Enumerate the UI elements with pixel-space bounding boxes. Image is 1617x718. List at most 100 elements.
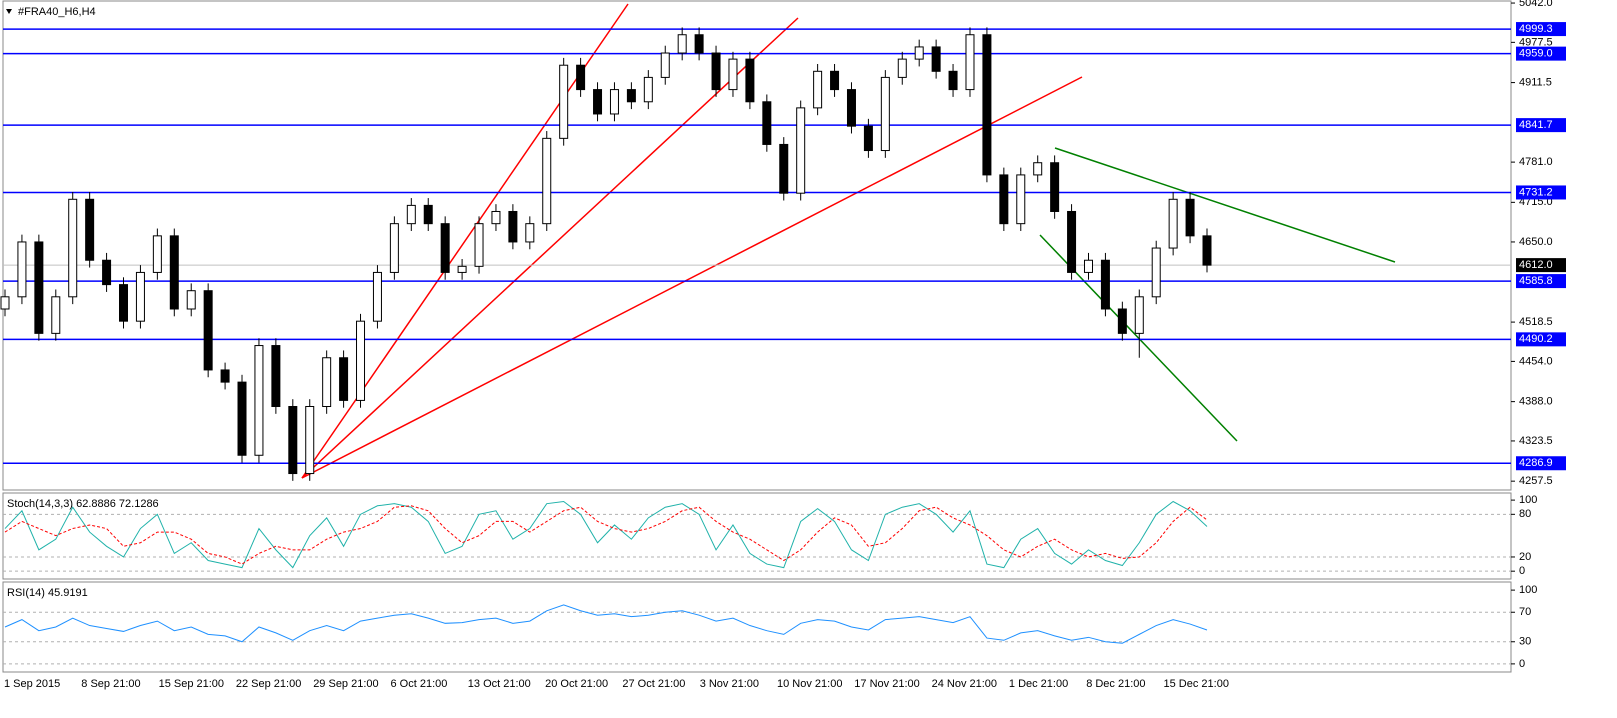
candle-body xyxy=(948,70,958,91)
x-tick-label: 8 Sep 21:00 xyxy=(81,678,140,690)
candle-body xyxy=(982,34,992,176)
level-box xyxy=(1516,456,1566,471)
x-tick-label: 6 Oct 21:00 xyxy=(391,678,448,690)
rsi-title: RSI(14) 45.9191 xyxy=(7,587,88,599)
candle-body xyxy=(779,143,789,194)
candle-body xyxy=(999,174,1009,225)
y-tick-label: 4911.5 xyxy=(1519,76,1552,88)
candle-body xyxy=(356,320,366,401)
y-tick-label: 4388.0 xyxy=(1519,396,1553,408)
candle-body xyxy=(643,76,653,103)
candle-body xyxy=(135,271,145,322)
candle-body xyxy=(119,284,129,322)
candle-body xyxy=(1033,162,1043,176)
candle-body xyxy=(1202,235,1212,266)
candle-body xyxy=(745,58,755,103)
candle-body xyxy=(0,296,10,310)
candle-body xyxy=(931,46,941,72)
candle-body xyxy=(34,241,44,334)
candle-body xyxy=(288,406,298,475)
candle-body xyxy=(169,235,179,310)
x-tick-label: 27 Oct 21:00 xyxy=(622,678,685,690)
candle-body xyxy=(1117,308,1127,334)
x-tick-label: 17 Nov 21:00 xyxy=(854,678,919,690)
level-box xyxy=(1516,22,1566,37)
candle-body xyxy=(339,357,349,401)
x-tick-label: 13 Oct 21:00 xyxy=(468,678,531,690)
candle-body xyxy=(762,101,772,145)
level-label: 4841.7 xyxy=(1519,119,1553,131)
y-tick-label: 4977.5 xyxy=(1519,36,1553,48)
level-label: 4286.9 xyxy=(1519,457,1553,469)
level-label: 4731.2 xyxy=(1519,186,1553,198)
x-tick-label: 1 Dec 21:00 xyxy=(1009,678,1068,690)
candle-body xyxy=(813,70,823,109)
candle-body xyxy=(1151,247,1161,298)
candle-body xyxy=(1100,259,1110,310)
candle-body xyxy=(254,345,264,456)
stoch-frame xyxy=(2,492,1512,580)
candle-body xyxy=(440,223,450,273)
candle-body xyxy=(880,76,890,152)
candle-body xyxy=(1134,296,1144,334)
rsi-frame xyxy=(2,581,1512,673)
candle-body xyxy=(609,89,619,115)
y-tick-label: 0 xyxy=(1519,565,1525,577)
current-price-box xyxy=(1516,258,1566,273)
candle-body xyxy=(186,290,196,310)
level-label: 4959.0 xyxy=(1519,48,1553,60)
candle-body xyxy=(542,137,552,225)
x-tick-label: 20 Oct 21:00 xyxy=(545,678,608,690)
trend-line xyxy=(301,76,1083,479)
candle-body xyxy=(17,241,27,298)
candle-body xyxy=(1083,259,1093,273)
candle-body xyxy=(796,107,806,194)
candle-body xyxy=(1016,174,1026,225)
candle-body xyxy=(863,125,873,152)
x-tick-label: 29 Sep 21:00 xyxy=(313,678,378,690)
candle-body xyxy=(1168,198,1178,249)
candle-body xyxy=(576,64,586,91)
y-tick-label: 70 xyxy=(1519,606,1531,618)
y-tick-label: 20 xyxy=(1519,551,1531,563)
candle-body xyxy=(220,369,230,383)
y-tick-label: 4454.0 xyxy=(1519,355,1553,367)
level-box xyxy=(1516,332,1566,347)
candle-body xyxy=(491,210,501,225)
stoch-title: Stoch(14,3,3) 62.8886 72.1286 xyxy=(7,498,159,510)
candle-body xyxy=(322,357,332,408)
candle-body xyxy=(423,204,433,225)
candle-body xyxy=(830,70,840,91)
candle-body xyxy=(389,223,399,273)
candle-body xyxy=(897,58,907,78)
candle-body xyxy=(593,89,603,115)
candle-body xyxy=(237,381,247,456)
candle-body xyxy=(372,271,382,322)
level-label: 4585.8 xyxy=(1519,275,1553,287)
candle-body xyxy=(1185,198,1195,237)
candle-body xyxy=(203,290,213,371)
level-label: 4999.3 xyxy=(1519,23,1553,35)
level-box xyxy=(1516,118,1566,133)
y-tick-label: 4518.5 xyxy=(1519,316,1553,328)
x-tick-label: 15 Sep 21:00 xyxy=(159,678,224,690)
current-price-label: 4612.0 xyxy=(1519,259,1553,271)
y-tick-label: 100 xyxy=(1519,494,1537,506)
candle-body xyxy=(1067,210,1077,273)
trend-lines xyxy=(301,3,1396,479)
candle-body xyxy=(559,64,569,139)
indicator-line xyxy=(4,500,1208,569)
x-tick-label: 10 Nov 21:00 xyxy=(777,678,842,690)
y-tick-label: 30 xyxy=(1519,636,1531,648)
menu-icon xyxy=(6,9,12,14)
y-tick-label: 4781.0 xyxy=(1519,156,1553,168)
level-box xyxy=(1516,46,1566,61)
y-tick-label: 0 xyxy=(1519,658,1525,670)
candle-body xyxy=(677,34,687,54)
y-tick-label: 4323.5 xyxy=(1519,435,1553,447)
level-box xyxy=(1516,185,1566,200)
candle-body xyxy=(152,235,162,273)
level-box xyxy=(1516,274,1566,289)
x-tick-label: 3 Nov 21:00 xyxy=(700,678,759,690)
